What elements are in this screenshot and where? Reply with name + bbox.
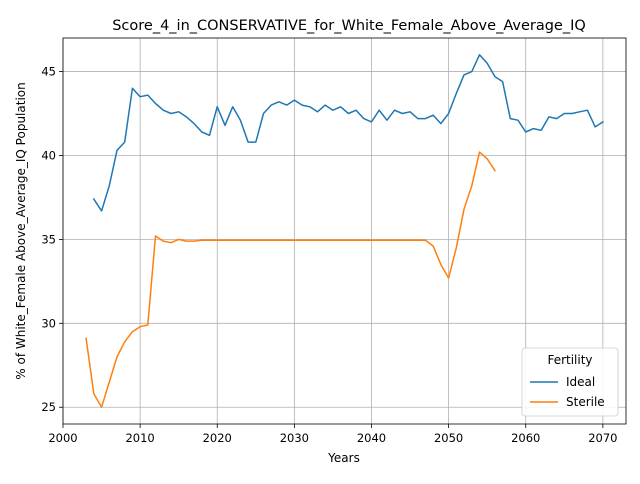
series-lines [85, 54, 604, 408]
y-tick-label: 40 [41, 148, 56, 162]
x-axis-ticks: 2000 2010 2020 2030 2040 2050 2060 2070 [48, 424, 618, 445]
x-tick-label: 2050 [434, 431, 463, 445]
legend-label-ideal: Ideal [566, 375, 595, 389]
x-axis-label: Years [327, 451, 360, 465]
y-tick-label: 45 [41, 65, 56, 79]
x-tick-label: 2060 [511, 431, 540, 445]
legend-box [521, 347, 619, 417]
y-tick-label: 35 [41, 232, 56, 246]
legend: Fertility Ideal Sterile [521, 347, 619, 417]
series-line-sterile [85, 151, 496, 408]
series-line-ideal [92, 54, 604, 212]
x-tick-label: 2040 [357, 431, 386, 445]
x-tick-label: 2070 [588, 431, 617, 445]
chart-title: Score_4_in_CONSERVATIVE_for_White_Female… [112, 18, 586, 34]
x-tick-label: 2010 [125, 431, 154, 445]
y-axis-ticks: 25 30 35 40 45 [41, 65, 63, 414]
legend-label-sterile: Sterile [566, 395, 605, 409]
x-tick-label: 2000 [48, 431, 77, 445]
y-axis-label: % of White_Female Above_Average_IQ Popul… [14, 82, 28, 379]
legend-title: Fertility [547, 353, 592, 367]
y-tick-label: 25 [41, 400, 56, 414]
y-tick-label: 30 [41, 316, 56, 330]
plot-area-frame [62, 37, 627, 425]
x-tick-label: 2030 [280, 431, 309, 445]
grid-lines [62, 38, 626, 424]
x-tick-label: 2020 [203, 431, 232, 445]
